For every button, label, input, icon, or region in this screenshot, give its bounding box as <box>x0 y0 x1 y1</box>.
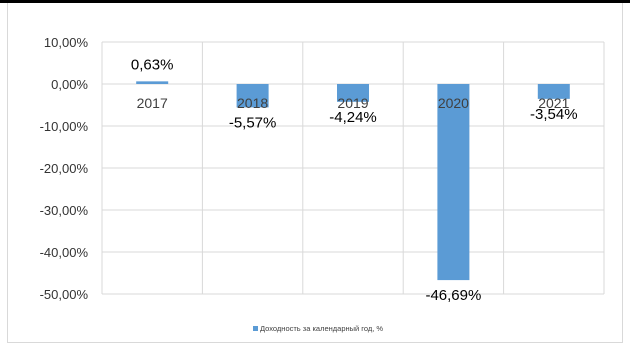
bar-2019 <box>337 84 369 102</box>
data-label-2018: -5,57% <box>229 114 277 131</box>
y-tick-label: -20,00% <box>40 161 89 176</box>
y-tick-label: -10,00% <box>40 119 89 134</box>
y-axis-ticks: 10,00% 0,00% -10,00% -20,00% -30,00% -40,00% -… <box>40 35 89 302</box>
category-label-2021: 2021 <box>538 95 569 111</box>
category-label-2018: 2018 <box>237 95 268 111</box>
bar-2020 <box>437 84 470 281</box>
bar-2021 <box>537 84 570 99</box>
bar-2018 <box>236 84 269 108</box>
bar-2017 <box>136 81 169 84</box>
gridlines <box>101 41 605 295</box>
y-tick-label: 0,00% <box>51 77 88 92</box>
category-label-2017: 2017 <box>137 95 168 111</box>
legend-swatch <box>253 326 258 331</box>
data-label-2017: 0,63% <box>131 56 174 73</box>
top-border <box>0 0 630 3</box>
y-tick-label: -40,00% <box>40 245 89 260</box>
bars <box>136 81 570 281</box>
data-label-2019: -4,24% <box>329 109 377 126</box>
data-label-2020: -46,69% <box>425 287 481 304</box>
y-tick-label: 10,00% <box>44 35 89 50</box>
category-label-2020: 2020 <box>438 95 469 111</box>
y-tick-label: -30,00% <box>40 203 89 218</box>
x-axis-categories: 2017 2018 2019 2020 2021 <box>137 95 570 111</box>
data-labels: 0,63% -5,57% -4,24% -46,69% -3,54% <box>131 56 578 304</box>
chart-frame <box>7 3 623 343</box>
legend: Доходность за календарный год, % <box>253 324 383 333</box>
data-label-2021: -3,54% <box>530 106 578 123</box>
legend-label: Доходность за календарный год, % <box>260 324 383 333</box>
category-label-2019: 2019 <box>337 95 368 111</box>
y-tick-label: -50,00% <box>40 287 89 302</box>
